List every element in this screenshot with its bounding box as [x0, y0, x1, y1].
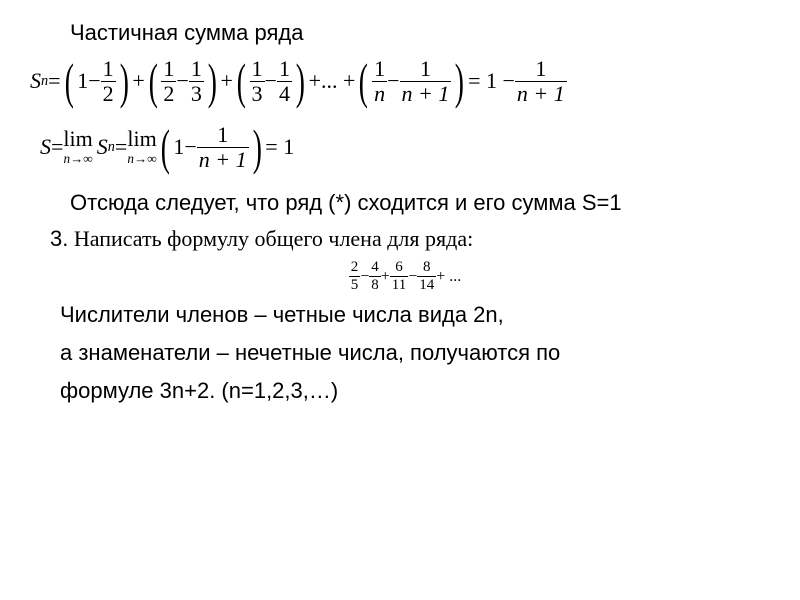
task-3-heading: 3. Написать формулу общего члена для ряд…: [50, 226, 770, 252]
plus-sign: +: [220, 68, 232, 94]
partial-sum-title: Частичная сумма ряда: [70, 20, 770, 46]
denominators-text-1: а знаменатели – нечетные числа, получают…: [60, 337, 770, 369]
frac: 13: [189, 58, 204, 105]
result: = 1: [265, 134, 294, 160]
rparen-icon: ): [119, 56, 128, 106]
lparen-icon: (: [359, 56, 368, 106]
op: +: [381, 268, 390, 286]
frac: 13: [250, 58, 265, 105]
dots: ... +: [321, 68, 355, 94]
plus-sign: +: [309, 68, 321, 94]
convergence-text: Отсюда следует, что ряд (*) сходится и е…: [70, 190, 770, 216]
frac: 14: [277, 58, 292, 105]
series-display: 25 − 48 + 611 − 814 + ...: [40, 260, 770, 293]
rparen-icon: ): [252, 122, 261, 172]
op: −: [408, 268, 417, 286]
lparen-icon: (: [148, 56, 157, 106]
series-tail: + ...: [436, 268, 461, 286]
eq-sign: =: [48, 68, 60, 94]
sym-S: S: [97, 134, 108, 160]
series-term: 48: [369, 260, 381, 293]
eq-sign: =: [115, 134, 127, 160]
lim-block: lim n→∞: [127, 128, 156, 165]
frac-half: 12: [101, 58, 116, 105]
plus-sign: +: [132, 68, 144, 94]
equation-sn: Sn = ( 1 − 12 ) + ( 12 − 13 ) + ( 13 − 1…: [30, 56, 770, 106]
series-term: 611: [390, 260, 408, 293]
sym-S: S: [30, 68, 41, 94]
lparen-icon: (: [160, 122, 169, 172]
task-text: Написать формулу общего члена для ряда:: [68, 226, 473, 251]
frac: 1n + 1: [197, 124, 249, 171]
eq-sign: = 1 −: [468, 68, 515, 94]
sym-S: S: [40, 134, 51, 160]
lparen-icon: (: [237, 56, 246, 106]
sym-n: n: [108, 139, 115, 156]
op: −: [360, 268, 369, 286]
task-number: 3.: [50, 226, 68, 251]
minus-sign: −: [176, 68, 188, 94]
denominators-text-2: формуле 3n+2. (n=1,2,3,…): [60, 375, 770, 407]
sym-n: n: [41, 73, 48, 90]
minus-sign: −: [184, 134, 196, 160]
lim-block: lim n→∞: [63, 128, 92, 165]
minus-sign: −: [265, 68, 277, 94]
minus-sign: −: [387, 68, 399, 94]
minus-sign: −: [88, 68, 100, 94]
series-term: 814: [417, 260, 436, 293]
frac-result: 1n + 1: [515, 58, 567, 105]
rparen-icon: ): [455, 56, 464, 106]
equation-limit: S = lim n→∞ Sn = lim n→∞ ( 1 − 1n + 1 ) …: [40, 122, 770, 172]
frac: 1n: [372, 58, 387, 105]
series-term: 25: [349, 260, 361, 293]
numerators-text: Числители членов – четные числа вида 2n,: [60, 299, 770, 331]
term-1: 1: [77, 68, 88, 94]
one: 1: [173, 134, 184, 160]
lparen-icon: (: [64, 56, 73, 106]
rparen-icon: ): [296, 56, 305, 106]
eq-sign: =: [51, 134, 63, 160]
frac: 1n + 1: [400, 58, 452, 105]
rparen-icon: ): [208, 56, 217, 106]
frac: 12: [161, 58, 176, 105]
